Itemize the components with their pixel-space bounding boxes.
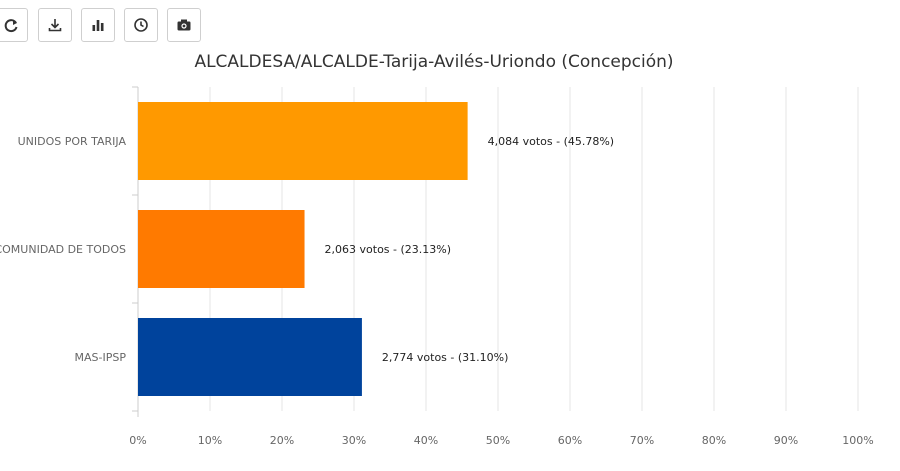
bar (138, 210, 305, 288)
download-icon (47, 17, 63, 33)
x-tick-label: 30% (342, 434, 366, 447)
x-tick-label: 80% (702, 434, 726, 447)
bar (138, 102, 468, 180)
bar-chart-icon (90, 17, 106, 33)
data-label: 4,084 votos - (45.78%) (488, 135, 614, 148)
x-tick-label: 20% (270, 434, 294, 447)
x-tick-label: 10% (198, 434, 222, 447)
camera-icon (176, 17, 192, 33)
x-tick-label: 40% (414, 434, 438, 447)
category-label: COMUNIDAD DE TODOS (0, 243, 126, 256)
refresh-icon (3, 17, 19, 33)
category-label: UNIDOS POR TARIJA (18, 135, 127, 148)
x-tick-label: 60% (558, 434, 582, 447)
category-label: MAS-IPSP (75, 351, 127, 364)
x-tick-label: 70% (630, 434, 654, 447)
refresh-button[interactable] (0, 8, 28, 42)
data-label: 2,774 votos - (31.10%) (382, 351, 509, 364)
history-button[interactable] (124, 8, 158, 42)
chart-title: ALCALDESA/ALCALDE-Tarija-Avilés-Uriondo … (194, 52, 674, 72)
x-tick-label: 90% (774, 434, 798, 447)
bar-chart-button[interactable] (81, 8, 115, 42)
x-tick-label: 0% (129, 434, 146, 447)
screenshot-button[interactable] (167, 8, 201, 42)
x-tick-label: 100% (842, 434, 873, 447)
download-button[interactable] (38, 8, 72, 42)
bar (138, 318, 362, 396)
clock-icon (133, 17, 149, 33)
data-label: 2,063 votos - (23.13%) (325, 243, 452, 256)
x-tick-label: 50% (486, 434, 510, 447)
